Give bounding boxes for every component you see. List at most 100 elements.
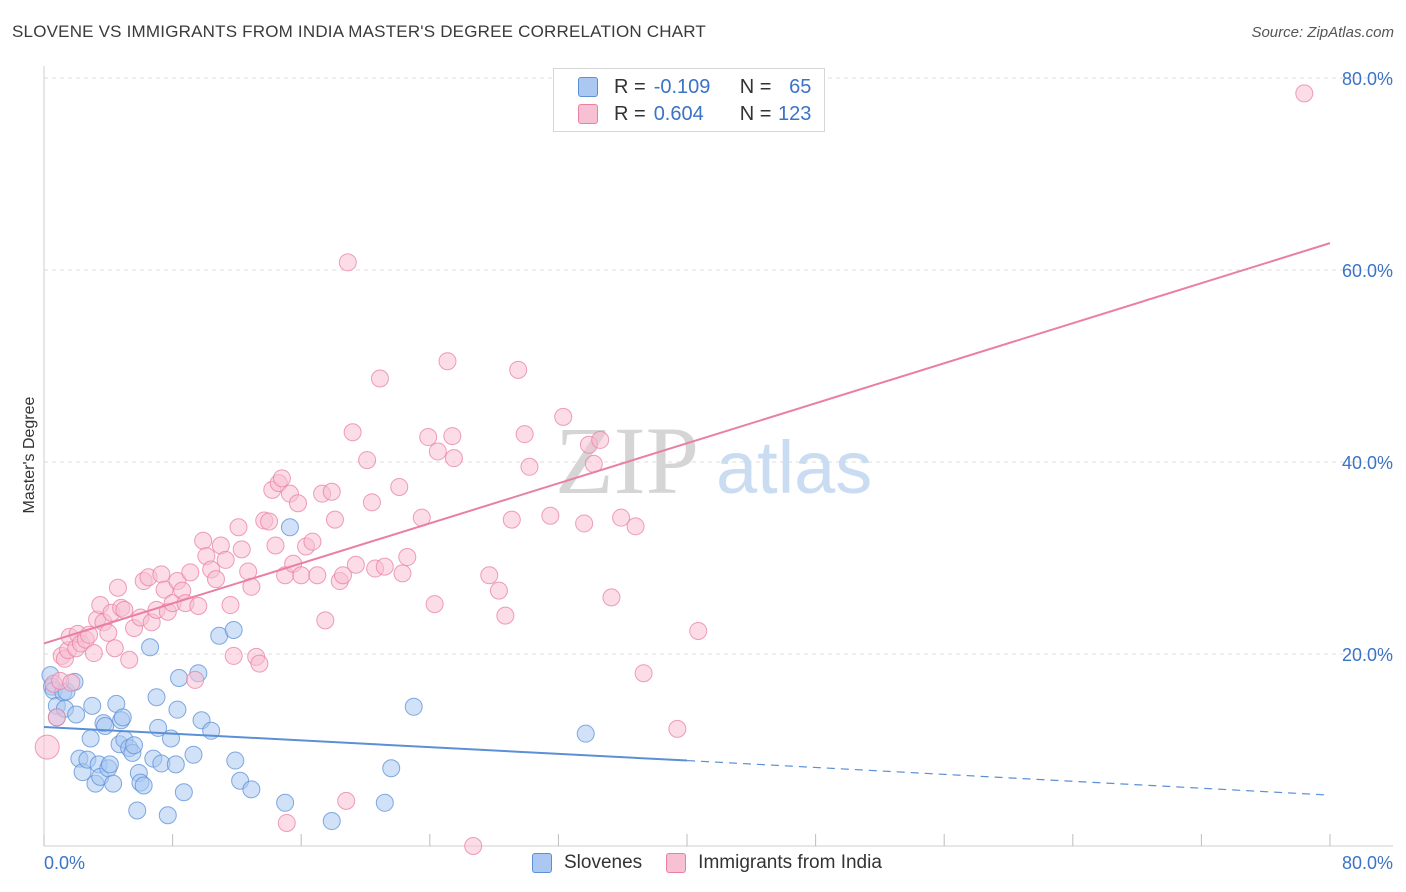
india-point — [502, 510, 521, 529]
india-point — [194, 531, 213, 550]
slovenes-point — [576, 724, 595, 743]
legend-row-india: R = 0.604 N = 123 — [578, 102, 811, 126]
india-point — [612, 508, 631, 527]
india-point — [541, 506, 560, 525]
legend-item-india: Immigrants from India — [666, 852, 882, 874]
legend-item-slovenes: Slovenes — [532, 852, 642, 874]
slovenes-point — [170, 669, 189, 687]
legend-r-label: R = — [614, 75, 646, 98]
india-point — [62, 673, 81, 692]
slovenes-point — [96, 717, 115, 735]
slovenes-point — [276, 793, 295, 812]
slovenes-point — [168, 700, 187, 719]
series-legend: Slovenes Immigrants from India — [532, 852, 906, 874]
slovenes-point — [147, 688, 166, 707]
slovenes-point — [67, 705, 86, 724]
slovenes-point — [128, 801, 147, 820]
india-point — [370, 369, 389, 388]
legend-row-slovenes: R = -0.109 N = 65 — [578, 75, 811, 99]
india-point — [272, 469, 291, 488]
legend-n-value: 123 — [778, 102, 812, 125]
slovenes-point — [224, 621, 243, 639]
india-point — [358, 451, 377, 470]
slovenes-point — [104, 774, 123, 793]
india-point — [34, 734, 60, 760]
watermark-atlas: atlas — [716, 426, 872, 509]
india-point — [626, 517, 645, 536]
legend-r-label: R = — [614, 102, 646, 125]
trend-lines — [43, 242, 1331, 796]
india-point — [120, 650, 139, 669]
x-tick-label: 80.0% — [1342, 853, 1393, 873]
india-point — [668, 719, 687, 738]
watermark-zip: ZIP — [555, 407, 699, 514]
india-point — [343, 423, 362, 442]
slovenes-point — [226, 751, 245, 770]
y-axis-title: Master's Degree — [21, 396, 38, 513]
india-point — [591, 430, 610, 449]
india-point — [520, 457, 539, 476]
india-point — [444, 449, 463, 468]
india-point — [108, 578, 127, 597]
india-point — [575, 514, 594, 533]
india-point — [229, 518, 248, 537]
india-point — [602, 588, 621, 607]
axes — [43, 66, 1393, 847]
slovenes-point — [100, 755, 119, 774]
india-point — [375, 557, 394, 576]
india-point — [221, 596, 240, 615]
india-point — [480, 566, 499, 585]
legend-label-india: Immigrants from India — [698, 852, 882, 873]
legend-swatch-india — [666, 853, 687, 873]
india-point — [99, 623, 118, 642]
india-point — [266, 536, 285, 555]
india-point — [152, 565, 171, 584]
india-point — [1295, 84, 1314, 103]
legend-swatch-india — [578, 104, 598, 124]
slovenes-point — [382, 759, 401, 778]
india-point — [325, 510, 344, 529]
india-point — [224, 646, 243, 665]
india-point — [207, 570, 226, 589]
slovenes-point — [134, 776, 153, 795]
slovenes-point — [242, 780, 261, 799]
slovenes-point — [184, 745, 203, 764]
slovenes-point — [158, 806, 177, 825]
india-point — [316, 611, 335, 630]
india-point — [250, 654, 269, 673]
legend-n-value: 65 — [789, 75, 812, 98]
india-point — [419, 428, 438, 447]
slovenes-point — [83, 696, 102, 715]
india-point — [398, 548, 417, 567]
legend-r-value: -0.109 — [653, 75, 711, 98]
slovenes-point — [125, 736, 144, 755]
slovenes-point — [404, 697, 423, 716]
stats-legend: R = -0.109 N = 65 R = 0.604 N = 123 — [553, 68, 825, 132]
india-point — [689, 621, 708, 640]
slovenes-point — [81, 729, 100, 748]
y-tick-label: 20.0% — [1342, 645, 1393, 665]
legend-swatch-slovenes — [532, 853, 552, 873]
india-point — [338, 253, 357, 272]
india-point — [554, 407, 573, 426]
india-point — [232, 540, 251, 559]
india-point — [155, 580, 174, 599]
y-tick-label: 80.0% — [1342, 69, 1393, 89]
india-point — [337, 791, 356, 810]
india-point — [464, 837, 483, 855]
india-point — [186, 670, 205, 689]
india-point — [428, 442, 447, 461]
india-point — [634, 664, 653, 683]
india-point — [260, 512, 279, 531]
data-points — [34, 84, 1314, 855]
legend-n-label: N = — [739, 75, 772, 98]
india-point — [303, 532, 322, 551]
india-point — [515, 425, 534, 444]
y-tick-label: 40.0% — [1342, 453, 1393, 473]
india-point — [189, 597, 208, 615]
india-point — [438, 352, 457, 371]
legend-r-value: 0.604 — [653, 102, 704, 125]
india-point — [308, 566, 327, 585]
y-tick-label: 60.0% — [1342, 261, 1393, 281]
